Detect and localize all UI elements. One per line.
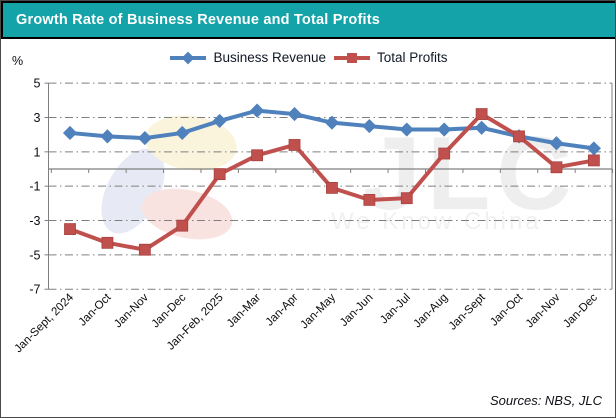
total-profits-marker (102, 237, 113, 248)
x-axis-tick-label: Jan-Jul (378, 292, 413, 327)
x-axis-tick-label: Jan-Apr (264, 292, 301, 329)
y-axis-tick-label: -7 (29, 283, 40, 297)
x-axis-tick-label: Jan-Nov (112, 291, 151, 330)
x-axis-tick-label: Jan-Dec (150, 291, 189, 330)
y-axis-tick-label: -5 (29, 248, 40, 262)
total-profits-marker (476, 109, 487, 120)
total-profits-marker (326, 182, 337, 193)
x-axis-tick-label: Jan-Sept (447, 291, 489, 333)
total-profits-marker (139, 244, 150, 255)
y-axis-tick-label: -1 (29, 180, 40, 194)
total-profits-marker (214, 169, 225, 180)
total-profits-marker (401, 193, 412, 204)
y-axis-tick-label: 1 (34, 145, 41, 159)
total-profits-marker (252, 150, 263, 161)
total-profits-marker (514, 131, 525, 142)
total-profits-marker (65, 224, 76, 235)
total-profits-marker (289, 139, 300, 150)
x-axis-tick-label: Jan-May (298, 291, 338, 331)
y-axis-tick-label: 3 (34, 111, 41, 125)
x-axis-tick-label: Jan-Nov (524, 291, 563, 330)
x-axis-tick-label: Jan-Sept, 2024 (12, 291, 76, 355)
total-profits-marker (588, 155, 599, 166)
total-profits-marker (364, 194, 375, 205)
x-axis-tick-label: Jan-Aug (412, 292, 451, 331)
line-chart-plot: JLCWe Know China 5 3 1 -1 -3 -5 -7Jan-Sept, 202… (1, 1, 616, 418)
total-profits-marker (439, 148, 450, 159)
x-axis-tick-label: Jan-Dec (561, 291, 600, 330)
total-profits-marker (177, 220, 188, 231)
chart-widget: Growth Rate of Business Revenue and Tota… (0, 0, 616, 418)
jlc-watermark: JLCWe Know China (88, 110, 577, 247)
watermark-tagline: We Know China (331, 208, 542, 235)
y-axis-tick-label: 5 (34, 77, 41, 91)
business-revenue-marker (287, 107, 301, 121)
y-axis-tick-label: -3 (29, 214, 40, 228)
sources-note: Sources: NBS, JLC (490, 393, 602, 408)
business-revenue-marker (587, 141, 601, 155)
x-axis-tick-label: Jan-Jun (338, 292, 375, 329)
business-revenue-marker (250, 104, 264, 118)
x-axis-tick-label: Jan-Mar (225, 292, 263, 330)
business-revenue-marker (100, 129, 114, 143)
x-axis-tick-label: Jan-Oct (77, 291, 115, 329)
business-revenue-marker (63, 126, 77, 140)
total-profits-marker (551, 162, 562, 173)
x-axis-tick-label: Jan-Oct (488, 291, 526, 329)
